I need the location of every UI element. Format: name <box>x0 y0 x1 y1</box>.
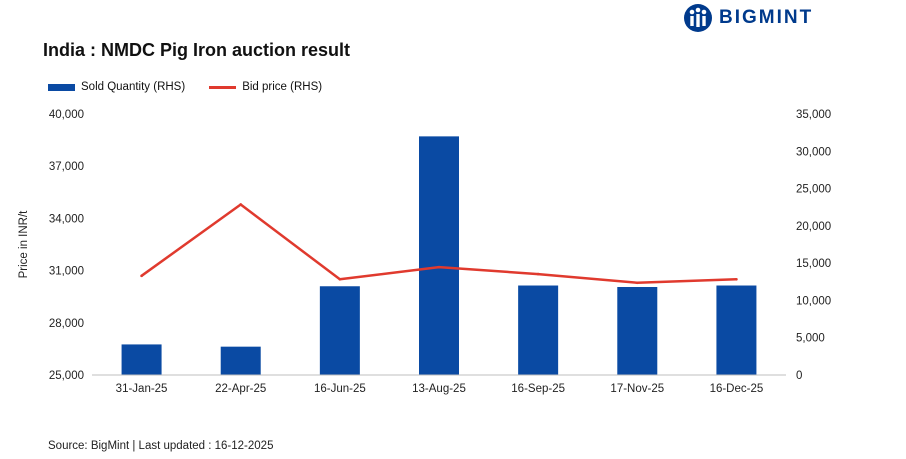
x-tick-label: 16-Sep-25 <box>511 383 565 395</box>
point-bid-price <box>536 272 540 276</box>
bar-sold-quantity <box>419 136 459 375</box>
y-left-tick-label: 31,000 <box>49 266 84 278</box>
legend-label-sold-quantity: Sold Quantity (RHS) <box>81 81 186 93</box>
point-bid-price <box>338 278 342 281</box>
legend-swatch-bar <box>48 83 75 91</box>
x-tick-label: 13-Aug-25 <box>412 383 466 395</box>
y-right-tick-label: 35,000 <box>796 109 831 121</box>
y-right-tick-label: 15,000 <box>796 258 831 270</box>
x-tick-label: 17-Nov-25 <box>610 383 664 395</box>
bar-sold-quantity <box>716 285 757 375</box>
y-right-tick-label: 0 <box>796 370 802 382</box>
y-left-tick-label: 37,000 <box>49 161 84 173</box>
point-bid-price <box>437 265 441 269</box>
brand-name: BIGMINT <box>719 7 814 28</box>
x-tick-label: 16-Dec-25 <box>710 383 764 395</box>
bar-sold-quantity <box>518 285 559 375</box>
legend-label-bid-price: Bid price (RHS) <box>242 81 323 93</box>
y-right-tick-label: 10,000 <box>796 295 831 307</box>
x-tick-label: 31-Jan-25 <box>116 383 168 395</box>
chart-legend: Sold Quantity (RHS) Bid price (RHS) <box>48 81 346 93</box>
point-bid-price <box>239 203 243 206</box>
bar-sold-quantity <box>220 346 261 375</box>
y-left-tick-label: 34,000 <box>49 213 84 225</box>
chart-title: India : NMDC Pig Iron auction result <box>43 40 351 60</box>
point-bid-price <box>140 274 143 278</box>
y-right-tick-label: 30,000 <box>796 146 831 158</box>
x-tick-label: 22-Apr-25 <box>215 383 266 395</box>
point-bid-price <box>635 281 639 285</box>
chart-area: 31-Jan-25 22-Apr-25 16-Jun-25 13-Aug-25 16-S… <box>18 109 831 395</box>
y-axis-label: Price in INR/t <box>18 210 30 279</box>
y-left-tick-label: 25,000 <box>49 370 84 382</box>
y-right-tick-label: 25,000 <box>796 184 831 196</box>
bigmint-logo-icon <box>684 4 712 32</box>
bar-sold-quantity <box>617 287 658 375</box>
y-right-tick-label: 5,000 <box>796 333 825 345</box>
legend-item-sold-quantity: Sold Quantity (RHS) <box>48 81 185 93</box>
legend-item-bid-price: Bid price (RHS) <box>209 81 322 93</box>
legend-swatch-line <box>209 85 237 89</box>
x-tick-label: 16-Jun-25 <box>314 383 366 395</box>
brand-logo: BIGMINT <box>683 2 813 34</box>
bar-sold-quantity <box>121 344 162 375</box>
y-left-tick-label: 40,000 <box>49 109 84 121</box>
bar-sold-quantity <box>319 286 360 375</box>
y-right-tick-label: 20,000 <box>796 221 831 233</box>
point-bid-price <box>735 278 738 281</box>
y-left-tick-label: 28,000 <box>49 318 84 330</box>
source-note: Source: BigMint | Last updated : 16-12-2… <box>48 440 274 452</box>
